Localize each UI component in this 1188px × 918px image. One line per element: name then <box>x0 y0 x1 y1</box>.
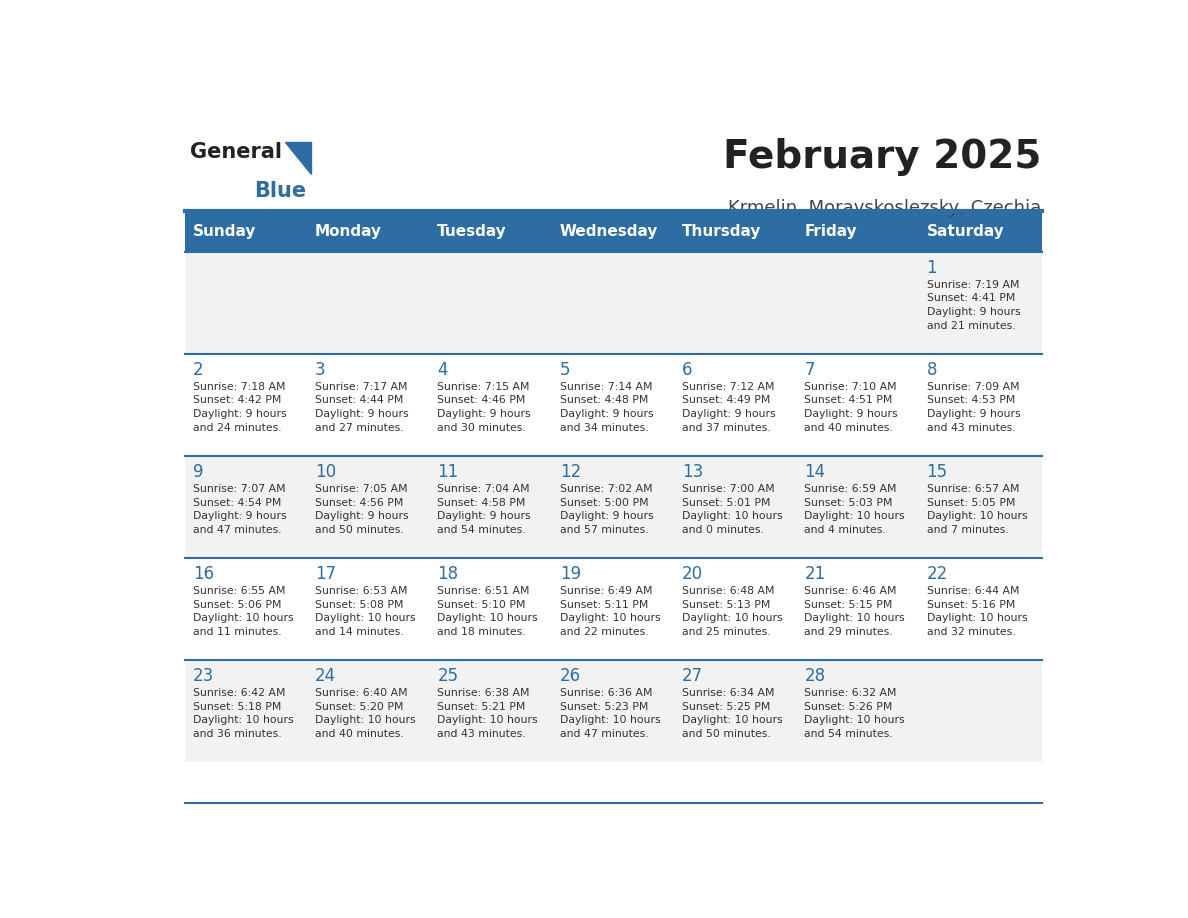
Text: Sunrise: 7:14 AM
Sunset: 4:48 PM
Daylight: 9 hours
and 34 minutes.: Sunrise: 7:14 AM Sunset: 4:48 PM Dayligh… <box>560 382 653 432</box>
Text: Sunrise: 7:17 AM
Sunset: 4:44 PM
Daylight: 9 hours
and 27 minutes.: Sunrise: 7:17 AM Sunset: 4:44 PM Dayligh… <box>315 382 409 432</box>
Text: 22: 22 <box>927 565 948 583</box>
Text: 18: 18 <box>437 565 459 583</box>
Text: Monday: Monday <box>315 224 383 239</box>
Text: 19: 19 <box>560 565 581 583</box>
Text: Wednesday: Wednesday <box>560 224 658 239</box>
Text: 6: 6 <box>682 361 693 378</box>
Text: Sunrise: 6:32 AM
Sunset: 5:26 PM
Daylight: 10 hours
and 54 minutes.: Sunrise: 6:32 AM Sunset: 5:26 PM Dayligh… <box>804 688 905 739</box>
Text: 11: 11 <box>437 463 459 481</box>
Text: 12: 12 <box>560 463 581 481</box>
Text: Sunrise: 6:46 AM
Sunset: 5:15 PM
Daylight: 10 hours
and 29 minutes.: Sunrise: 6:46 AM Sunset: 5:15 PM Dayligh… <box>804 586 905 637</box>
Text: Sunrise: 6:53 AM
Sunset: 5:08 PM
Daylight: 10 hours
and 14 minutes.: Sunrise: 6:53 AM Sunset: 5:08 PM Dayligh… <box>315 586 416 637</box>
Text: Blue: Blue <box>254 181 307 201</box>
Text: Sunday: Sunday <box>192 224 257 239</box>
Text: 4: 4 <box>437 361 448 378</box>
Text: General: General <box>190 142 282 162</box>
Text: 17: 17 <box>315 565 336 583</box>
Text: Sunrise: 7:02 AM
Sunset: 5:00 PM
Daylight: 9 hours
and 57 minutes.: Sunrise: 7:02 AM Sunset: 5:00 PM Dayligh… <box>560 484 653 535</box>
Text: Sunrise: 7:04 AM
Sunset: 4:58 PM
Daylight: 9 hours
and 54 minutes.: Sunrise: 7:04 AM Sunset: 4:58 PM Dayligh… <box>437 484 531 535</box>
Text: Sunrise: 7:15 AM
Sunset: 4:46 PM
Daylight: 9 hours
and 30 minutes.: Sunrise: 7:15 AM Sunset: 4:46 PM Dayligh… <box>437 382 531 432</box>
Text: 3: 3 <box>315 361 326 378</box>
Text: 27: 27 <box>682 666 703 685</box>
Text: Sunrise: 6:48 AM
Sunset: 5:13 PM
Daylight: 10 hours
and 25 minutes.: Sunrise: 6:48 AM Sunset: 5:13 PM Dayligh… <box>682 586 783 637</box>
FancyBboxPatch shape <box>185 252 1042 353</box>
Text: Krmelin, Moravskoslezsky, Czechia: Krmelin, Moravskoslezsky, Czechia <box>728 198 1042 217</box>
Text: 24: 24 <box>315 666 336 685</box>
Text: 1: 1 <box>927 259 937 276</box>
Text: 21: 21 <box>804 565 826 583</box>
Text: Sunrise: 7:00 AM
Sunset: 5:01 PM
Daylight: 10 hours
and 0 minutes.: Sunrise: 7:00 AM Sunset: 5:01 PM Dayligh… <box>682 484 783 535</box>
Text: 28: 28 <box>804 666 826 685</box>
Text: Saturday: Saturday <box>927 224 1004 239</box>
Text: Sunrise: 6:44 AM
Sunset: 5:16 PM
Daylight: 10 hours
and 32 minutes.: Sunrise: 6:44 AM Sunset: 5:16 PM Dayligh… <box>927 586 1028 637</box>
FancyBboxPatch shape <box>185 210 1042 252</box>
Text: Sunrise: 6:49 AM
Sunset: 5:11 PM
Daylight: 10 hours
and 22 minutes.: Sunrise: 6:49 AM Sunset: 5:11 PM Dayligh… <box>560 586 661 637</box>
Text: 15: 15 <box>927 463 948 481</box>
Text: Sunrise: 6:38 AM
Sunset: 5:21 PM
Daylight: 10 hours
and 43 minutes.: Sunrise: 6:38 AM Sunset: 5:21 PM Dayligh… <box>437 688 538 739</box>
Text: Sunrise: 7:12 AM
Sunset: 4:49 PM
Daylight: 9 hours
and 37 minutes.: Sunrise: 7:12 AM Sunset: 4:49 PM Dayligh… <box>682 382 776 432</box>
Text: Sunrise: 6:59 AM
Sunset: 5:03 PM
Daylight: 10 hours
and 4 minutes.: Sunrise: 6:59 AM Sunset: 5:03 PM Dayligh… <box>804 484 905 535</box>
Text: Sunrise: 6:51 AM
Sunset: 5:10 PM
Daylight: 10 hours
and 18 minutes.: Sunrise: 6:51 AM Sunset: 5:10 PM Dayligh… <box>437 586 538 637</box>
Text: 2: 2 <box>192 361 203 378</box>
Text: 13: 13 <box>682 463 703 481</box>
Text: 5: 5 <box>560 361 570 378</box>
Text: Sunrise: 6:42 AM
Sunset: 5:18 PM
Daylight: 10 hours
and 36 minutes.: Sunrise: 6:42 AM Sunset: 5:18 PM Dayligh… <box>192 688 293 739</box>
FancyBboxPatch shape <box>185 455 1042 558</box>
FancyBboxPatch shape <box>185 558 1042 660</box>
FancyBboxPatch shape <box>185 353 1042 455</box>
Text: 26: 26 <box>560 666 581 685</box>
Text: 9: 9 <box>192 463 203 481</box>
Text: 20: 20 <box>682 565 703 583</box>
FancyBboxPatch shape <box>185 660 1042 762</box>
Text: Sunrise: 6:55 AM
Sunset: 5:06 PM
Daylight: 10 hours
and 11 minutes.: Sunrise: 6:55 AM Sunset: 5:06 PM Dayligh… <box>192 586 293 637</box>
Text: Thursday: Thursday <box>682 224 762 239</box>
Text: Sunrise: 7:07 AM
Sunset: 4:54 PM
Daylight: 9 hours
and 47 minutes.: Sunrise: 7:07 AM Sunset: 4:54 PM Dayligh… <box>192 484 286 535</box>
Text: Sunrise: 7:18 AM
Sunset: 4:42 PM
Daylight: 9 hours
and 24 minutes.: Sunrise: 7:18 AM Sunset: 4:42 PM Dayligh… <box>192 382 286 432</box>
Text: Sunrise: 7:09 AM
Sunset: 4:53 PM
Daylight: 9 hours
and 43 minutes.: Sunrise: 7:09 AM Sunset: 4:53 PM Dayligh… <box>927 382 1020 432</box>
Text: 23: 23 <box>192 666 214 685</box>
Text: 7: 7 <box>804 361 815 378</box>
Text: 8: 8 <box>927 361 937 378</box>
Text: Sunrise: 6:34 AM
Sunset: 5:25 PM
Daylight: 10 hours
and 50 minutes.: Sunrise: 6:34 AM Sunset: 5:25 PM Dayligh… <box>682 688 783 739</box>
Text: Sunrise: 6:57 AM
Sunset: 5:05 PM
Daylight: 10 hours
and 7 minutes.: Sunrise: 6:57 AM Sunset: 5:05 PM Dayligh… <box>927 484 1028 535</box>
Text: Sunrise: 7:05 AM
Sunset: 4:56 PM
Daylight: 9 hours
and 50 minutes.: Sunrise: 7:05 AM Sunset: 4:56 PM Dayligh… <box>315 484 409 535</box>
Text: 25: 25 <box>437 666 459 685</box>
Text: 10: 10 <box>315 463 336 481</box>
Text: Sunrise: 7:19 AM
Sunset: 4:41 PM
Daylight: 9 hours
and 21 minutes.: Sunrise: 7:19 AM Sunset: 4:41 PM Dayligh… <box>927 280 1020 330</box>
Text: Sunrise: 7:10 AM
Sunset: 4:51 PM
Daylight: 9 hours
and 40 minutes.: Sunrise: 7:10 AM Sunset: 4:51 PM Dayligh… <box>804 382 898 432</box>
Text: 16: 16 <box>192 565 214 583</box>
Text: 14: 14 <box>804 463 826 481</box>
Polygon shape <box>285 142 310 174</box>
Text: Tuesday: Tuesday <box>437 224 507 239</box>
Text: Sunrise: 6:36 AM
Sunset: 5:23 PM
Daylight: 10 hours
and 47 minutes.: Sunrise: 6:36 AM Sunset: 5:23 PM Dayligh… <box>560 688 661 739</box>
Text: Sunrise: 6:40 AM
Sunset: 5:20 PM
Daylight: 10 hours
and 40 minutes.: Sunrise: 6:40 AM Sunset: 5:20 PM Dayligh… <box>315 688 416 739</box>
Text: Friday: Friday <box>804 224 857 239</box>
Text: February 2025: February 2025 <box>723 139 1042 176</box>
